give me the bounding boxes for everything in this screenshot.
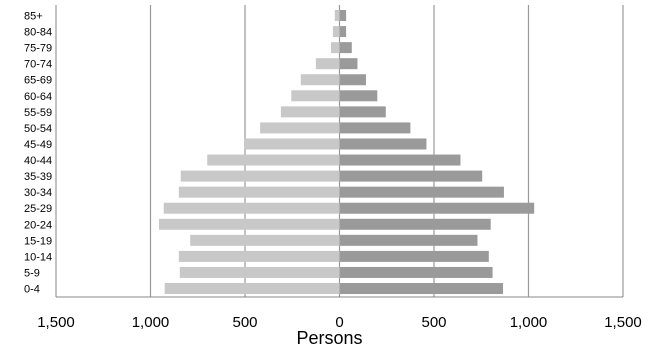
bar-left-60-64: [291, 90, 340, 102]
bar-left-25-29: [163, 202, 340, 214]
bar-right-20-24: [339, 218, 491, 230]
x-tick-label: 1,000: [132, 314, 170, 331]
bar-right-60-64: [339, 90, 378, 102]
bar-left-10-14: [178, 250, 340, 262]
age-label: 65-69: [24, 75, 52, 87]
bar-right-55-59: [339, 106, 386, 118]
x-tick-label: 1,000: [510, 314, 548, 331]
bar-left-75-79: [330, 42, 340, 54]
age-label: 85+: [24, 11, 43, 23]
bar-right-30-34: [339, 186, 504, 198]
age-label: 80-84: [24, 27, 52, 39]
bar-left-40-44: [207, 154, 340, 166]
bar-left-30-34: [178, 186, 340, 198]
age-label: 0-4: [24, 284, 40, 296]
x-tick-label: 1,500: [37, 314, 75, 331]
bar-left-35-39: [180, 170, 340, 182]
bar-right-5-9: [339, 266, 493, 278]
age-label: 5-9: [24, 267, 40, 279]
bar-right-50-54: [339, 122, 411, 134]
age-label: 40-44: [24, 155, 52, 167]
age-group-labels: 0-4 5-9 10-14 15-19 20-24 25-29 30-34 35-39 40-4…: [24, 11, 52, 296]
bars: [159, 10, 535, 295]
age-label: 25-29: [24, 203, 52, 215]
x-tick-labels: 1,500 1,000 500 0 500 1,000 1,500: [37, 314, 642, 331]
age-label: 45-49: [24, 139, 52, 151]
bar-left-20-24: [159, 218, 340, 230]
bar-right-40-44: [339, 154, 461, 166]
x-tick-label: 500: [421, 314, 446, 331]
bar-left-45-49: [244, 138, 340, 150]
x-tick-label: 500: [232, 314, 257, 331]
bar-right-45-49: [339, 138, 427, 150]
bar-right-80-84: [339, 26, 347, 38]
bar-right-70-74: [339, 58, 358, 70]
bar-left-80-84: [332, 26, 340, 38]
bar-left-85+: [334, 10, 340, 21]
bar-right-65-69: [339, 74, 366, 86]
bar-right-75-79: [339, 42, 352, 54]
bar-right-10-14: [339, 250, 489, 262]
bar-left-5-9: [179, 266, 340, 278]
x-tick-label: 1,500: [604, 314, 642, 331]
age-label: 20-24: [24, 219, 52, 231]
bar-right-85+: [339, 10, 347, 21]
age-label: 15-19: [24, 235, 52, 247]
bar-right-25-29: [339, 202, 535, 214]
bar-left-0-4: [164, 283, 340, 295]
age-label: 75-79: [24, 43, 52, 55]
age-label: 60-64: [24, 91, 52, 103]
x-axis-title: Persons: [296, 328, 362, 348]
bar-right-15-19: [339, 234, 478, 246]
bar-left-65-69: [300, 74, 340, 86]
age-label: 55-59: [24, 107, 52, 119]
age-label: 30-34: [24, 187, 52, 199]
bar-right-35-39: [339, 170, 483, 182]
bar-left-50-54: [260, 122, 340, 134]
bar-left-55-59: [280, 106, 340, 118]
age-label: 10-14: [24, 251, 52, 263]
bar-left-15-19: [190, 234, 340, 246]
x-tick-label: 0: [335, 314, 343, 331]
age-label: 50-54: [24, 123, 52, 135]
age-label: 35-39: [24, 171, 52, 183]
gridlines: [55, 5, 624, 297]
age-label: 70-74: [24, 59, 52, 71]
bar-left-70-74: [315, 58, 340, 70]
bar-right-0-4: [339, 283, 503, 295]
